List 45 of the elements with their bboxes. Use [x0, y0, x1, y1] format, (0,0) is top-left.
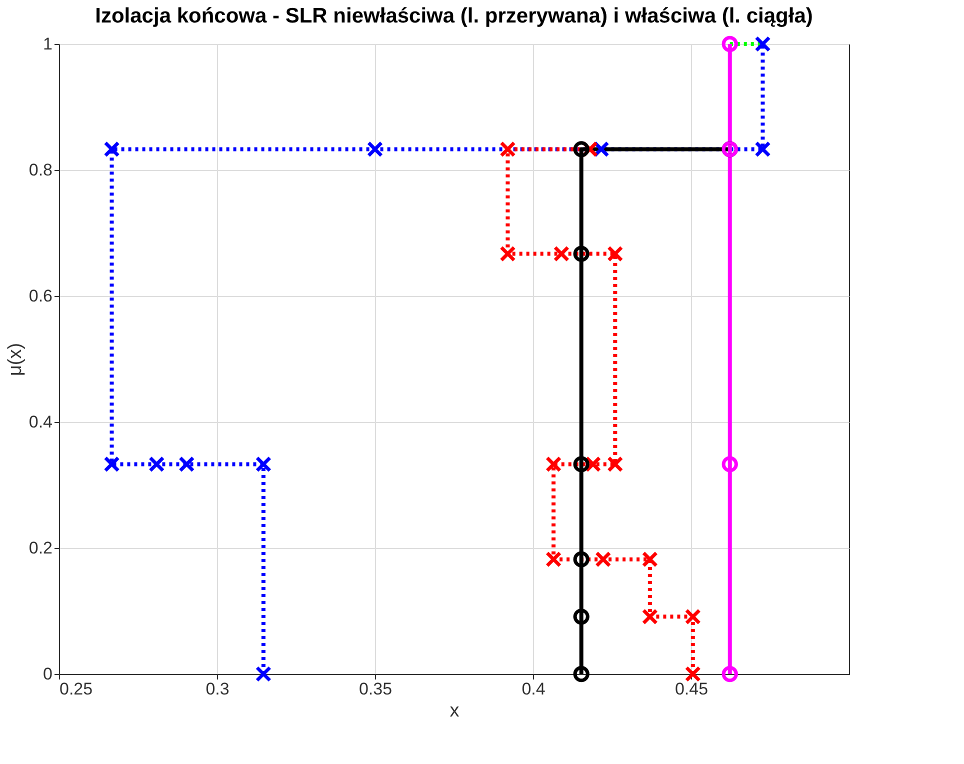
point [754, 141, 771, 158]
point [607, 246, 624, 262]
x-tick-label: 0.3 [206, 680, 230, 698]
point [104, 456, 120, 472]
x-tick-label: 0.25 [60, 680, 93, 698]
x-tick-label: 0.4 [522, 680, 546, 698]
point [545, 456, 562, 472]
point [642, 551, 658, 568]
point [754, 36, 771, 52]
point [148, 456, 165, 472]
point [573, 456, 590, 472]
point [722, 666, 738, 682]
point [573, 551, 590, 568]
point [553, 246, 570, 262]
y-tick-label: 0 [43, 664, 52, 684]
point [573, 608, 590, 625]
y-tick-label: 0.6 [28, 286, 52, 306]
point [573, 141, 590, 158]
y-tick-label: 0.2 [28, 538, 52, 558]
x-axis-title: x [450, 700, 460, 722]
point [607, 456, 624, 472]
point [584, 456, 602, 472]
chart-title: Izolacja końcowa - SLR niewłaściwa (l. przerywana) i właściwa (l. ciągła) [95, 4, 813, 28]
x-tick-label: 0.35 [358, 680, 392, 698]
point [722, 36, 738, 52]
point [545, 551, 562, 568]
point [255, 456, 272, 472]
y-axis-title: μ(x) [4, 342, 26, 376]
point [573, 666, 590, 682]
point [642, 608, 658, 625]
x-tick-label: 0.45 [674, 680, 708, 698]
point [500, 141, 516, 158]
point [595, 551, 612, 568]
point [366, 141, 384, 158]
point [500, 246, 516, 262]
point [104, 141, 120, 158]
point [178, 456, 195, 472]
point [684, 608, 701, 625]
point [684, 666, 701, 682]
point [722, 456, 738, 472]
y-tick-label: 1 [43, 34, 52, 54]
y-tick-label: 0.8 [28, 160, 52, 180]
y-tick-label: 0.4 [28, 412, 52, 432]
point [255, 666, 272, 682]
point [573, 246, 590, 262]
